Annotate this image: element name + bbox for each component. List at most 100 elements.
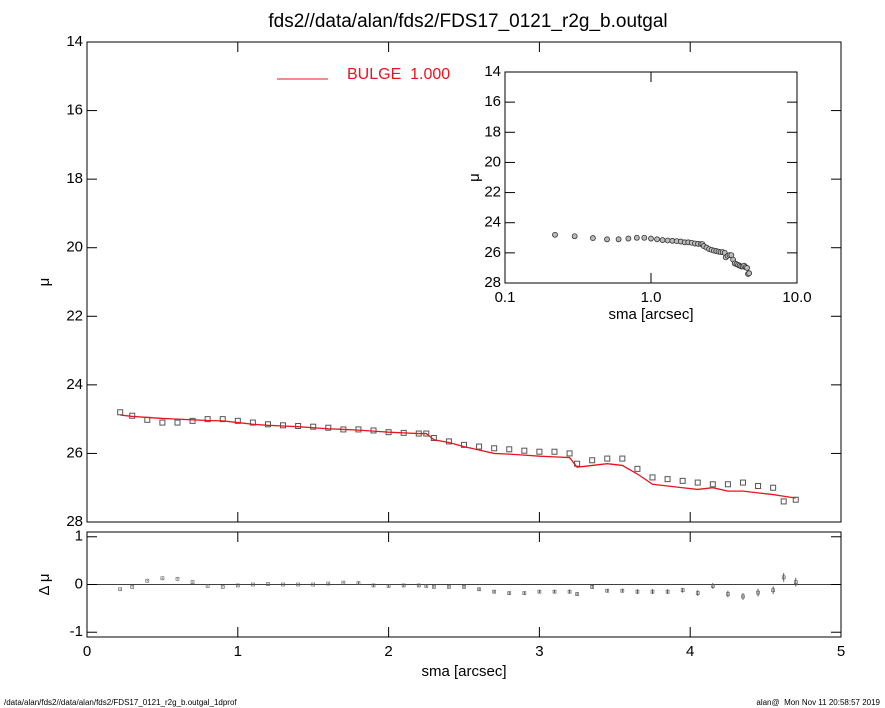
data-point xyxy=(386,584,391,588)
data-point xyxy=(575,592,579,596)
data-point xyxy=(219,416,226,423)
data-point xyxy=(780,498,787,505)
y-tick-label: 14 xyxy=(484,63,501,80)
data-point xyxy=(118,587,122,592)
data-point xyxy=(654,236,660,243)
data-point xyxy=(220,585,225,589)
data-point xyxy=(625,235,632,242)
plot-frame xyxy=(86,41,842,523)
data-point xyxy=(506,446,513,453)
y-axis-label: Δ μ xyxy=(36,573,53,595)
data-point xyxy=(311,582,316,587)
data-point xyxy=(739,479,746,486)
data-point xyxy=(251,582,255,587)
data-point xyxy=(236,583,240,588)
data-point xyxy=(432,585,436,589)
data-point xyxy=(190,580,195,584)
data-point xyxy=(117,409,124,416)
data-point xyxy=(507,591,512,595)
data-point xyxy=(605,588,610,593)
data-point xyxy=(521,447,528,454)
plot-frame xyxy=(504,71,798,284)
data-point xyxy=(741,594,745,599)
data-point xyxy=(755,483,762,489)
data-point xyxy=(325,424,332,431)
data-point xyxy=(205,584,210,588)
y-tick-label: 22 xyxy=(484,184,501,201)
data-point xyxy=(619,455,626,462)
y-tick-label: 22 xyxy=(66,307,83,324)
y-axis-label: μ xyxy=(36,278,53,287)
data-point xyxy=(771,588,775,593)
data-point xyxy=(492,589,496,594)
data-point xyxy=(635,589,640,594)
data-point xyxy=(664,476,671,483)
x-axis-label: sma [arcsec] xyxy=(608,306,693,323)
data-point xyxy=(604,236,610,243)
y-tick-label: 20 xyxy=(66,239,83,256)
data-point xyxy=(462,585,466,589)
x-tick-label: 5 xyxy=(837,643,845,660)
x-tick-label: 1 xyxy=(234,643,242,660)
data-point xyxy=(571,233,578,240)
y-tick-label: -1 xyxy=(70,623,83,640)
data-point xyxy=(249,419,256,426)
data-point xyxy=(551,448,558,455)
data-point xyxy=(665,589,670,594)
y-tick-label: 28 xyxy=(66,513,83,530)
data-point xyxy=(590,585,594,589)
data-point xyxy=(189,417,196,424)
data-point xyxy=(770,484,777,491)
data-point xyxy=(356,581,361,585)
data-point xyxy=(680,588,685,593)
y-tick-label: 14 xyxy=(66,33,83,50)
data-point xyxy=(641,234,648,241)
data-point xyxy=(552,231,558,238)
data-point xyxy=(746,270,753,277)
data-point xyxy=(552,589,557,594)
data-point xyxy=(477,587,481,592)
y-tick-label: 16 xyxy=(66,102,83,119)
data-point xyxy=(724,481,731,488)
y-tick-label: 26 xyxy=(484,244,501,261)
data-point xyxy=(174,419,181,426)
data-point xyxy=(281,582,285,587)
data-point xyxy=(620,588,625,593)
data-point xyxy=(664,237,671,244)
data-point xyxy=(793,580,798,584)
data-point xyxy=(590,235,596,241)
data-point xyxy=(536,448,543,455)
data-point xyxy=(566,450,573,457)
y-tick-label: 1 xyxy=(75,528,83,545)
x-tick-label: 2 xyxy=(384,643,392,660)
data-point xyxy=(633,234,640,241)
data-point xyxy=(159,419,166,426)
data-point xyxy=(264,421,271,428)
data-point xyxy=(726,592,730,596)
data-point xyxy=(371,583,376,588)
y-tick-label: 28 xyxy=(484,274,501,291)
legend-label: BULGE 1.000 xyxy=(347,66,450,83)
data-point xyxy=(130,585,135,589)
x-tick-label: 3 xyxy=(535,643,543,660)
x-tick-label: 0.1 xyxy=(495,289,516,306)
data-point xyxy=(175,576,180,581)
data-point xyxy=(447,585,451,589)
data-point xyxy=(461,441,467,448)
data-point xyxy=(756,590,760,595)
data-point xyxy=(604,455,611,462)
data-point xyxy=(491,445,498,452)
data-point xyxy=(424,584,429,588)
data-point xyxy=(326,581,331,586)
y-axis-label: μ xyxy=(466,173,483,182)
y-tick-label: 18 xyxy=(484,123,501,140)
data-point xyxy=(416,583,421,588)
y-tick-label: 18 xyxy=(66,170,83,187)
data-point xyxy=(659,237,666,243)
data-point xyxy=(522,591,527,595)
data-point xyxy=(537,589,542,594)
x-tick-label: 0 xyxy=(83,643,91,660)
data-point xyxy=(634,465,641,472)
